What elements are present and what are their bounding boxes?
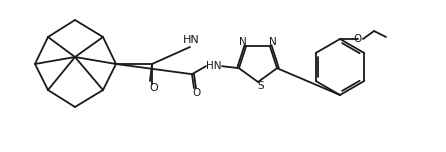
Text: S: S: [258, 81, 264, 91]
Text: O: O: [193, 88, 201, 98]
Text: N: N: [240, 37, 247, 47]
Text: HN: HN: [206, 61, 222, 71]
Text: HN: HN: [182, 35, 199, 45]
Text: N: N: [269, 37, 277, 47]
Text: O: O: [149, 83, 158, 93]
Text: O: O: [354, 34, 362, 44]
